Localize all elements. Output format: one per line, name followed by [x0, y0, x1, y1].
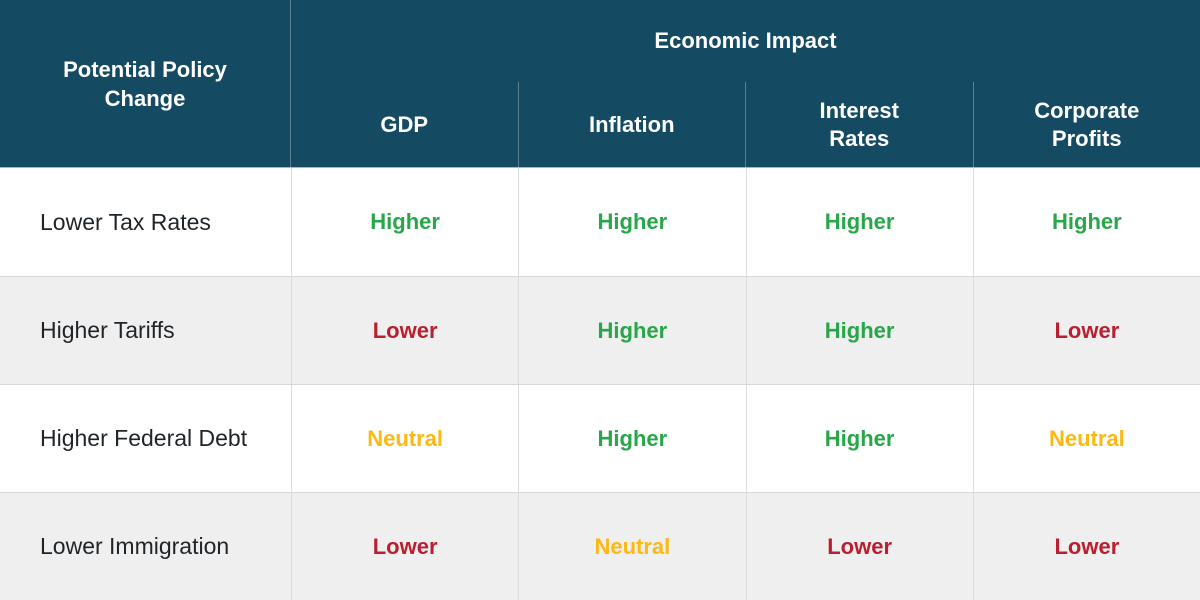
impact-value-cell: Neutral	[291, 385, 518, 492]
impact-value: Lower	[372, 317, 438, 343]
column-header-inflation: Inflation	[517, 82, 746, 167]
impact-value-cell: Lower	[291, 277, 518, 384]
group-header-label: Economic Impact	[654, 28, 837, 53]
impact-value-cell: Higher	[518, 277, 745, 384]
impact-value: Lower	[372, 533, 438, 559]
table-row: Lower Tax Rates Higher Higher Higher Higher	[0, 168, 1200, 276]
impact-value: Lower	[827, 533, 893, 559]
impact-value-cell: Higher	[745, 277, 973, 384]
table-header: Potential Policy Change Economic Impact …	[0, 0, 1200, 168]
impact-value: Higher	[370, 209, 440, 234]
row-label: Higher Tariffs	[40, 317, 175, 343]
impact-value-cell: Higher	[972, 168, 1200, 276]
impact-value: Neutral	[367, 425, 444, 451]
impact-value: Neutral	[594, 533, 671, 559]
table-row: Higher Tariffs Lower Higher Higher Lower	[0, 276, 1200, 384]
policy-column-header-label: Potential Policy Change	[63, 56, 227, 111]
column-header-gdp: GDP	[291, 82, 518, 167]
column-header-label: GDP	[380, 111, 429, 137]
policy-column-header: Potential Policy Change	[0, 0, 291, 167]
row-label: Higher Federal Debt	[40, 425, 248, 451]
impact-value-cell: Lower	[972, 277, 1200, 384]
impact-value-cell: Neutral	[972, 385, 1200, 492]
impact-value-cell: Higher	[745, 168, 973, 276]
row-label: Lower Tax Rates	[40, 208, 211, 235]
impact-value: Higher	[597, 317, 668, 343]
impact-value-cell: Higher	[291, 168, 518, 276]
impact-value-cell: Neutral	[518, 493, 745, 600]
impact-value-cell: Lower	[291, 493, 518, 600]
impact-value: Higher	[1052, 209, 1122, 234]
table-row: Lower Immigration Lower Neutral Lower Lower	[0, 492, 1200, 600]
column-header-label: Inflation	[588, 111, 675, 137]
column-headers: GDP Inflation Interest Rates Corporate Prof…	[291, 82, 1200, 167]
impact-value-cell: Higher	[518, 168, 745, 276]
impact-value-cell: Higher	[518, 385, 745, 492]
column-header-label: Corporate Profits	[1034, 97, 1140, 151]
group-header: Economic Impact	[291, 0, 1200, 82]
impact-value: Lower	[1054, 533, 1120, 559]
impact-value-cell: Lower	[745, 493, 973, 600]
column-header-interest-rates: Interest Rates	[745, 82, 973, 167]
table-body: Lower Tax Rates Higher Higher Higher Higher H…	[0, 168, 1200, 600]
impact-value: Higher	[824, 317, 895, 343]
impact-header-section: Economic Impact GDP Inflation Interest Rat…	[291, 0, 1200, 167]
impact-value: Higher	[597, 425, 668, 451]
impact-value: Neutral	[1048, 425, 1125, 451]
impact-value: Lower	[1054, 317, 1120, 343]
impact-value: Higher	[824, 425, 895, 451]
impact-value-cell: Lower	[972, 493, 1200, 600]
impact-value: Higher	[597, 209, 668, 234]
table-row: Higher Federal Debt Neutral Higher Higher Ne…	[0, 384, 1200, 492]
row-label: Lower Immigration	[40, 533, 230, 559]
column-header-corporate-profits: Corporate Profits	[972, 82, 1200, 167]
column-header-label: Interest Rates	[819, 97, 899, 151]
impact-value-cell: Higher	[745, 385, 973, 492]
impact-value: Higher	[824, 209, 895, 234]
